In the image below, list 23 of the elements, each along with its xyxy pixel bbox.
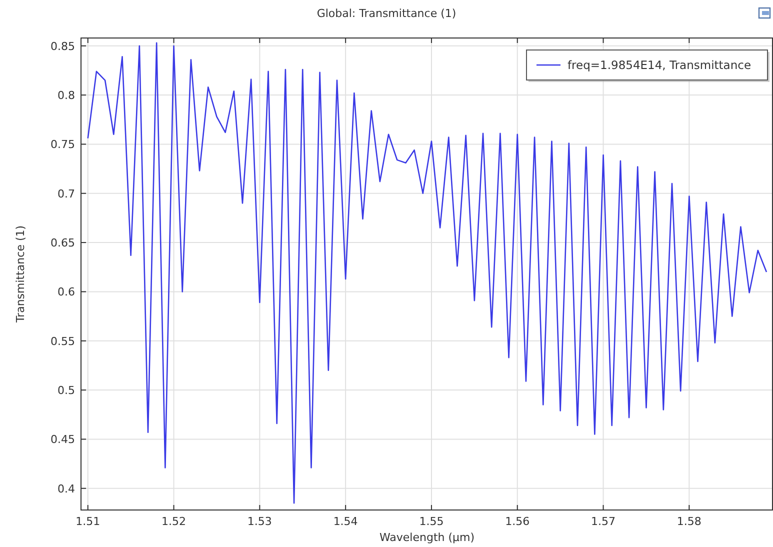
y-tick-label: 0.8 [58, 89, 75, 102]
y-tick-label: 0.75 [50, 138, 75, 152]
x-tick-label: 1.56 [505, 515, 530, 528]
legend-label: freq=1.9854E14, Transmittance [568, 58, 752, 72]
y-tick-label: 0.4 [58, 482, 75, 496]
x-tick-label: 1.52 [162, 515, 186, 528]
y-tick-label: 0.5 [58, 384, 75, 398]
y-tick-label: 0.7 [58, 187, 75, 200]
x-tick-label: 1.51 [76, 515, 100, 528]
x-tick-label: 1.53 [247, 515, 272, 528]
x-tick-label: 1.58 [676, 515, 702, 528]
x-tick-label: 1.57 [591, 515, 616, 528]
y-axis-title: Transmittance (1) [14, 225, 27, 324]
y-tick-label: 0.55 [50, 334, 75, 348]
x-tick-label: 1.55 [419, 515, 444, 528]
line-series [87, 42, 768, 504]
x-axis-title: Wavelength (µm) [379, 531, 475, 544]
y-tick-label: 0.65 [50, 236, 75, 250]
y-tick-label: 0.85 [50, 40, 75, 53]
y-tick-label: 0.45 [50, 433, 75, 446]
y-tick-label: 0.6 [58, 286, 75, 299]
x-tick-label: 1.54 [333, 515, 358, 528]
chart-title: Global: Transmittance (1) [316, 7, 456, 20]
